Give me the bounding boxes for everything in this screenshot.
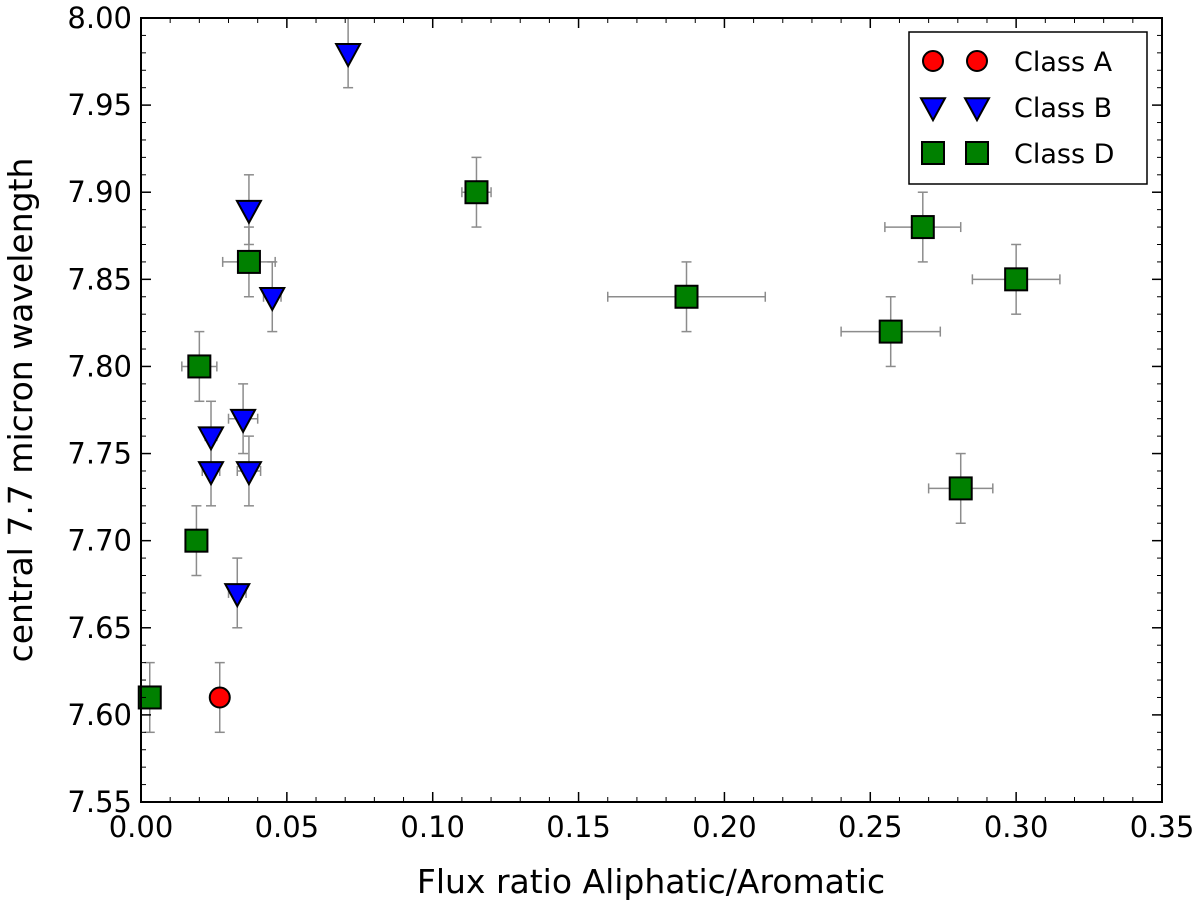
class-d-point	[1004, 267, 1029, 292]
x-tick-label: 0.10	[400, 810, 465, 844]
markers-layer	[137, 43, 1029, 710]
x-tick-label: 0.35	[1130, 810, 1195, 844]
class-b-point	[334, 43, 362, 69]
class-b-point	[223, 583, 251, 609]
class-b-point	[235, 461, 263, 487]
y-tick-label: 7.70	[67, 524, 132, 558]
y-tick-label: 7.60	[67, 698, 132, 732]
y-axis-title: central 7.7 micron wavelength	[1, 158, 40, 663]
class-d-point	[910, 215, 935, 240]
legend-box	[908, 31, 1148, 185]
legend-class-b-label: Class B	[1014, 93, 1112, 124]
legend-class-d-marker	[965, 141, 989, 165]
class-b-point	[235, 199, 263, 225]
legend-class-b-marker	[963, 97, 991, 123]
class-b-point	[197, 461, 225, 487]
y-tick-label: 7.85	[67, 262, 132, 296]
x-tick-label: 0.30	[984, 810, 1049, 844]
legend-class-a-marker	[922, 50, 944, 72]
ticks-layer: 0.00 0.05 0.10 0.15 0.20 0.25 0.30 0.35 7.55 7.60…	[67, 1, 1194, 844]
y-tick-label: 7.75	[67, 437, 132, 471]
x-tick-label: 0.15	[546, 810, 611, 844]
class-b-point	[229, 408, 257, 434]
class-d-point	[948, 476, 973, 501]
legend-class-d-label: Class D	[1014, 139, 1114, 170]
y-tick-label: 7.95	[67, 88, 132, 122]
x-axis-title: Flux ratio Aliphatic/Aromatic	[417, 862, 885, 901]
x-tick-label: 0.05	[255, 810, 320, 844]
class-d-point	[236, 249, 261, 274]
legend: Class A Class B Class D	[908, 31, 1148, 185]
class-d-point	[878, 319, 903, 344]
x-tick-label: 0.00	[109, 810, 174, 844]
y-tick-label: 7.65	[67, 611, 132, 645]
y-tick-label: 8.00	[67, 1, 132, 35]
y-tick-label: 7.90	[67, 175, 132, 209]
class-d-point	[187, 354, 212, 379]
legend-class-d-marker	[921, 141, 945, 165]
class-d-point	[674, 284, 699, 309]
class-b-point	[258, 286, 286, 313]
x-tick-label: 0.25	[838, 810, 903, 844]
y-tick-label: 7.80	[67, 349, 132, 383]
y-tick-label: 7.55	[67, 785, 132, 819]
legend-class-a-label: Class A	[1014, 47, 1113, 78]
x-tick-label: 0.20	[692, 810, 757, 844]
class-d-point	[137, 685, 162, 710]
legend-class-b-marker	[919, 97, 947, 123]
class-d-point	[184, 528, 209, 553]
plot-frame	[140, 17, 1163, 803]
class-b-point	[197, 426, 225, 452]
legend-class-a-marker	[966, 50, 988, 72]
class-d-point	[464, 180, 489, 205]
class-a-point	[208, 686, 231, 709]
